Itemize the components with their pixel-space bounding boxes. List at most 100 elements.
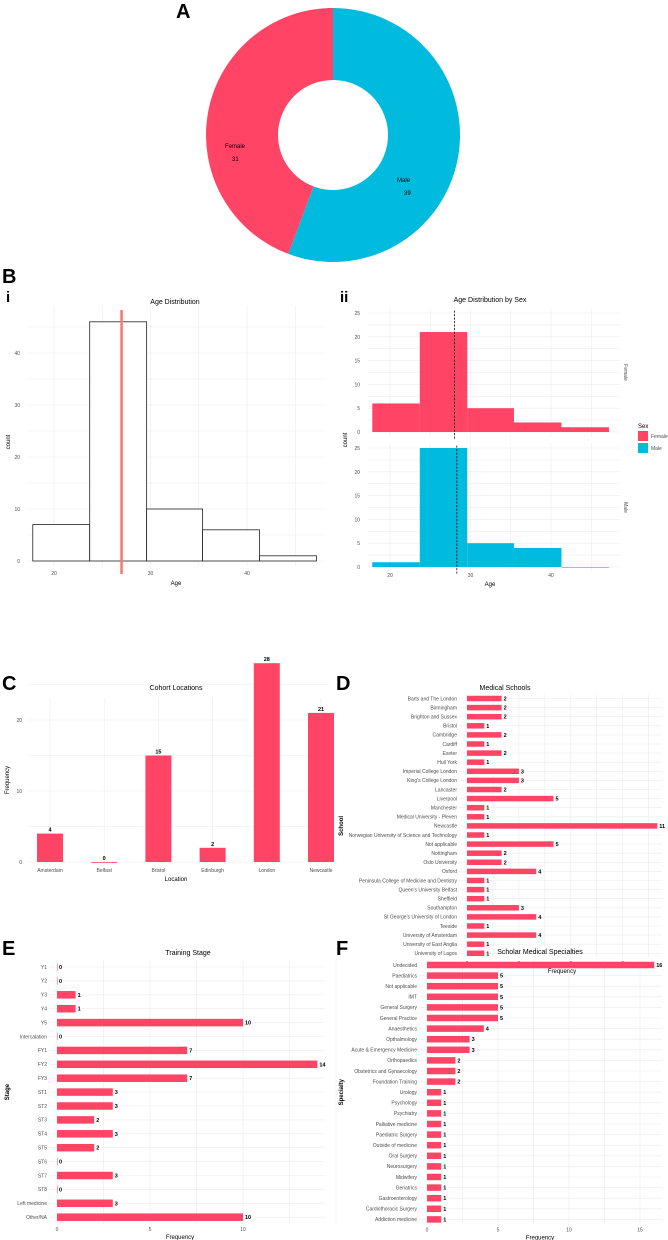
y-tick-label: 25 [354,311,360,317]
y-tick-label: Birmingham [430,705,457,711]
bar [427,1216,442,1223]
y-tick-label: Imperial College London [403,769,457,775]
histogram-female-bar [419,332,468,432]
data-label: 4 [538,869,542,875]
y-tick-label: 40 [14,351,20,357]
y-tick-label: Midwifery [396,1175,418,1181]
data-label: 2 [457,1080,460,1086]
bar [91,862,118,863]
x-tick-label: 10 [566,1228,572,1234]
y-tick-label: Oxford [442,869,457,875]
data-label: 15 [155,750,161,756]
y-tick-label: Undecided [393,963,417,969]
chart-title: Cohort Locations [150,685,203,692]
donut-slice-female [205,8,333,254]
x-tick-label: 20 [387,573,393,579]
data-label: 1 [78,1007,81,1013]
y-tick-label: IMT [408,995,417,1001]
bar [427,1025,484,1032]
data-label: 1 [443,1196,446,1202]
y-tick-label: Acute & Emergency Medicine [351,1048,417,1054]
y-tick-label: 10 [354,517,360,523]
y-tick-label: Cambridge [433,733,458,739]
y-tick-label: FY2 [38,1062,47,1068]
data-label: 1 [486,888,489,894]
bar [57,1130,113,1138]
x-axis-label: Frequency [548,969,576,975]
panel-label-c: C [2,673,16,695]
y-tick-label: 15 [354,359,360,365]
y-axis-label: Stage [5,1083,11,1100]
bar [427,1057,456,1064]
bar [57,1018,243,1027]
histogram-female-bar [513,422,562,432]
data-label: 3 [521,769,524,775]
histogram-male-bar [513,547,562,567]
data-label: 3 [521,778,524,784]
histogram-bar [202,529,260,562]
bar [467,768,519,775]
x-tick-label: London [258,868,275,874]
data-label: 1 [443,1164,446,1170]
histogram-female-bar [467,408,514,432]
y-tick-label: Oral Surgery [389,1154,418,1160]
bar [427,1035,470,1043]
panel-label-bii: ii [340,289,348,306]
data-label: 2 [504,788,507,794]
histogram-bar [146,508,204,562]
bar [427,1163,442,1170]
data-label: 10 [245,1215,251,1221]
data-label: 1 [443,1217,446,1223]
x-tick-label: Bristol [151,868,165,874]
y-tick-label: General Practice [380,1016,417,1022]
slice-value: 31 [232,157,239,163]
chart-title: Medical Schools [480,685,531,692]
data-label: 1 [486,879,489,885]
data-label: 2 [504,851,507,857]
data-label: 1 [486,806,489,812]
bar [467,895,485,902]
x-tick-label: Edinburgh [201,868,224,874]
panel-label-b: B [2,266,16,288]
y-tick-label: ST5 [38,1146,47,1152]
bar [253,663,280,862]
x-tick-label: Newcastle [309,868,332,874]
data-label: 3 [115,1174,118,1180]
y-tick-label: Obstetrics and Gynaecology [354,1069,417,1075]
y-tick-label: Foundation Training [373,1079,417,1085]
bar [467,777,519,784]
data-label: 1 [443,1090,446,1096]
data-label: 1 [486,742,489,748]
y-axis-label: count [6,434,12,449]
legend-label: Female [651,434,668,440]
y-tick-label: Sheffield [438,897,458,903]
data-label: 10 [245,1021,251,1027]
bar [467,941,485,947]
bar [427,1004,498,1011]
legend-swatch [638,443,648,453]
data-label: 3 [115,1090,118,1096]
data-label: 1 [78,993,81,999]
bar [427,1099,442,1107]
data-label: 2 [504,697,507,703]
histogram-male-bar [372,562,420,567]
data-label: 2 [96,1118,99,1124]
legend-label: Male [651,446,662,452]
data-label: 2 [504,733,507,739]
x-tick-label: Amsterdam [37,868,63,874]
y-tick-label: Manchester [431,806,457,812]
chart-title: Scholar Medical Specialties [497,949,583,956]
x-axis-label: Frequency [166,1235,194,1240]
y-tick-label: Barts and The London [408,696,458,702]
x-tick-label: 0 [56,1227,59,1233]
y-tick-label: 5 [357,406,360,412]
y-axis-label: Specialty [339,1078,345,1105]
data-label: 0 [103,856,106,862]
data-label: 1 [443,1154,446,1160]
x-axis-label: Frequency [526,1236,554,1240]
bar [427,1014,498,1022]
bar [467,704,502,711]
y-tick-label: 20 [16,718,22,724]
legend-title: Sex [638,424,648,430]
